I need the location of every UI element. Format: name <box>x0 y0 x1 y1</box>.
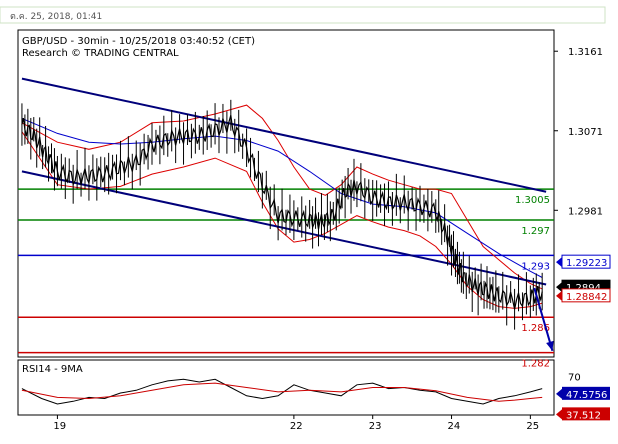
price-flag-pointer-1 <box>556 282 562 293</box>
channel-line-1 <box>21 170 547 286</box>
level-label-2: 1.293 <box>521 261 550 272</box>
rsi-flag-pointer-0 <box>556 388 562 399</box>
rsi-flag-pointer-1 <box>556 409 562 420</box>
price-flag-label-0: 1.29223 <box>566 258 607 269</box>
upper-band-line <box>21 104 543 290</box>
level-label-3: 1.286 <box>521 323 550 334</box>
projection-arrow-line <box>533 287 554 352</box>
rsi-title: RSI14 - 9MA <box>22 364 83 375</box>
y-tick-label-1: 1.3071 <box>568 127 603 138</box>
level-label-4: 1.282 <box>521 359 550 370</box>
price-flag-label-2: 1.28842 <box>566 292 607 303</box>
rsi-y-tick-label-0: 70 <box>568 373 581 384</box>
rsi-flag-box-0 <box>562 386 610 400</box>
x-tick-label-4: 25 <box>526 421 539 432</box>
rsi-series-0 <box>21 378 543 405</box>
header-bar <box>0 6 606 24</box>
chart-subtitle: Research © TRADING CENTRAL <box>22 48 179 59</box>
rsi-series-1 <box>21 382 543 402</box>
chart-title: GBP/USD - 30min - 10/25/2018 03:40:52 (C… <box>22 36 255 47</box>
rsi-flag-box-1 <box>562 407 610 421</box>
y-tick-label-0: 1.3161 <box>568 47 603 58</box>
axes: 1.31611.30711.29811.292231.28941.2884219… <box>53 47 611 432</box>
y-tick-label-2: 1.2981 <box>568 206 603 217</box>
level-label-0: 1.3005 <box>515 195 550 206</box>
price-flag-pointer-2 <box>556 290 562 301</box>
rsi-flag-label-1: 37.512 <box>566 410 601 421</box>
projection-arrow-head <box>546 340 554 351</box>
header-datetime: ต.ค. 25, 2018, 01:41 <box>10 12 102 22</box>
x-tick-label-1: 22 <box>290 421 303 432</box>
x-tick-label-2: 23 <box>369 421 382 432</box>
price-plot: 1.3005 1.297 1.293 1.286 1.282 <box>18 77 554 370</box>
level-label-1: 1.297 <box>521 226 550 237</box>
rsi-plot <box>21 378 543 405</box>
price-panel <box>17 29 555 358</box>
x-tick-label-0: 19 <box>53 421 66 432</box>
rsi-panel <box>17 359 555 416</box>
channel-line-0 <box>21 77 547 193</box>
x-tick-label-3: 24 <box>448 421 461 432</box>
price-flag-pointer-0 <box>556 257 562 268</box>
rsi-flag-label-0: 47.5756 <box>566 390 607 401</box>
